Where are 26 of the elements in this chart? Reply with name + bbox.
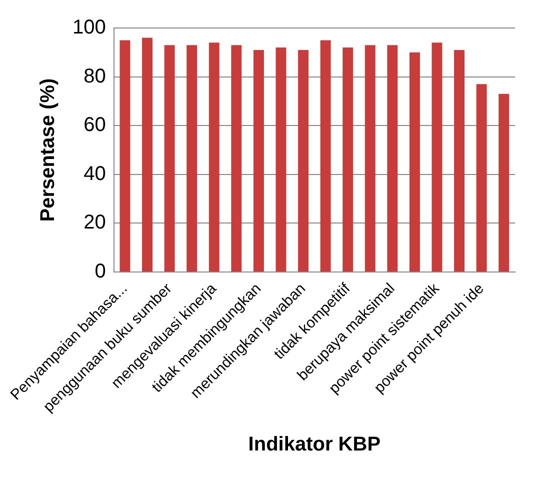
- bar: [298, 50, 309, 272]
- bar: [186, 45, 198, 272]
- bar: [364, 45, 376, 272]
- bar: [342, 48, 354, 272]
- y-tick-label: 80: [84, 65, 106, 88]
- y-tick-label: 100: [72, 16, 106, 39]
- bar: [498, 94, 510, 272]
- y-tick-label: 40: [84, 162, 106, 185]
- bar: [454, 50, 465, 272]
- bar: [142, 38, 153, 272]
- bar: [432, 42, 442, 272]
- bar: [387, 45, 398, 272]
- y-axis-title: Persentase (%): [36, 78, 59, 222]
- bar: [320, 40, 331, 272]
- bar: [208, 42, 220, 272]
- bar: [164, 45, 175, 272]
- bar: [409, 52, 420, 272]
- x-axis-title: Indikator KBP: [248, 434, 381, 456]
- bar: [476, 84, 487, 272]
- y-tick-label: 60: [84, 114, 106, 136]
- bar: [253, 50, 264, 272]
- bar: [120, 40, 130, 272]
- bar: [231, 45, 242, 272]
- y-tick-label: 20: [84, 212, 106, 234]
- y-tick-label: 0: [94, 260, 106, 283]
- bar: [276, 48, 286, 272]
